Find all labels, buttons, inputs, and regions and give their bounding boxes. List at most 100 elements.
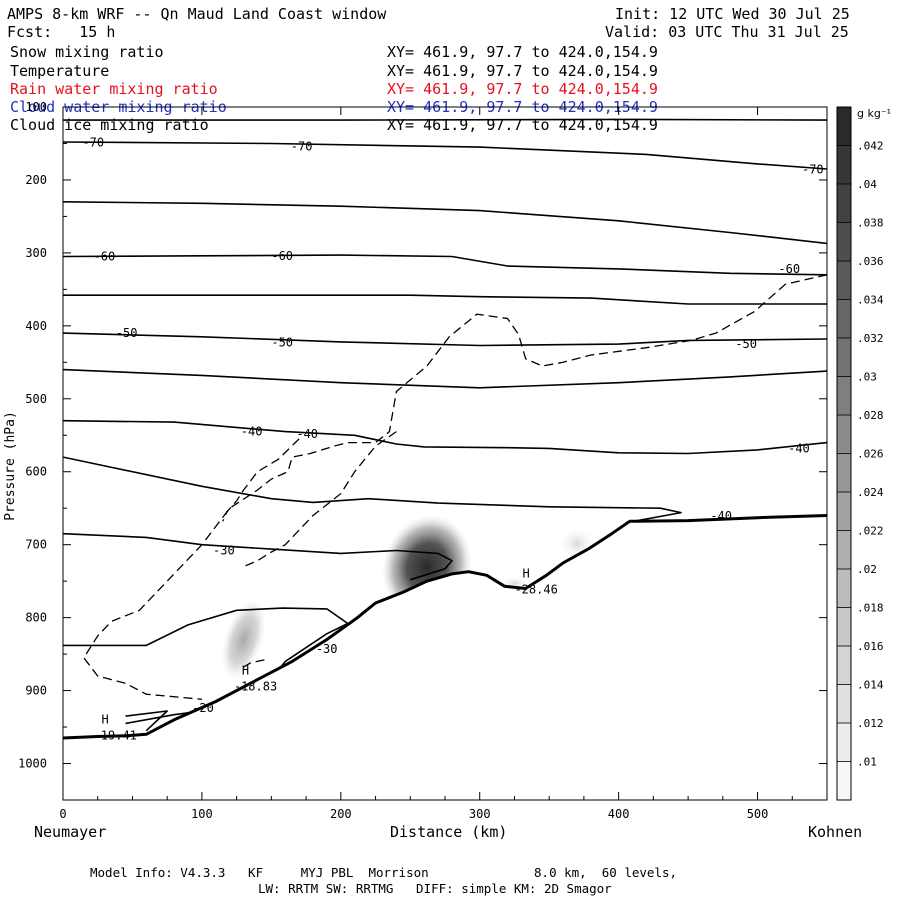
colorbar-label: .04 [857, 178, 877, 191]
model-info-line1: Model Info: V4.3.3 KF MYJ PBL Morrison 8… [90, 865, 677, 880]
colorbar-bin [837, 415, 851, 454]
colorbar-bin [837, 569, 851, 608]
field-name-cloud-ice: Cloud ice mixing ratio [10, 116, 209, 134]
x-tick-label: 400 [608, 807, 630, 821]
contour-label: -30 [316, 642, 338, 656]
colorbar-label: .012 [857, 717, 884, 730]
colorbar-label: .024 [857, 486, 884, 499]
max-marker-h: H [242, 664, 249, 678]
max-marker-value: -28.46 [514, 583, 557, 597]
left-endpoint-label: Neumayer [34, 823, 107, 841]
isotherm-10 [63, 607, 349, 681]
cloud-ice-contour-0 [83, 274, 827, 700]
colorbar-bin [837, 723, 851, 762]
colorbar-label: .042 [857, 140, 884, 153]
isotherm-6 [63, 368, 827, 389]
y-tick-label: 900 [25, 684, 47, 698]
y-tick-label: 1000 [18, 757, 47, 771]
colorbar-label: .01 [857, 756, 877, 769]
colorbar-bin [837, 107, 851, 146]
y-tick-label: 200 [25, 173, 47, 187]
x-axis-label: Distance (km) [390, 823, 508, 841]
contour-label: -70 [82, 136, 104, 150]
y-tick-label: 100 [25, 100, 47, 114]
colorbar-unit: g kg⁻¹ [857, 107, 891, 120]
colorbar-label: .022 [857, 525, 884, 538]
contour-label: -60 [94, 250, 116, 264]
colorbar-bin [837, 761, 851, 800]
colorbar-label: .038 [857, 217, 884, 230]
terrain-fill [63, 515, 827, 800]
field-name-rain: Rain water mixing ratio [10, 80, 218, 98]
colorbar-bin [837, 684, 851, 723]
colorbar-label: .028 [857, 409, 884, 422]
y-tick-label: 800 [25, 611, 47, 625]
isotherm-5 [63, 332, 827, 347]
forecast-hour: Fcst: 15 h [7, 23, 116, 41]
colorbar-bin [837, 145, 851, 184]
y-tick-label: 700 [25, 538, 47, 552]
colorbar-bin [837, 492, 851, 531]
isotherm-4 [63, 294, 827, 305]
right-endpoint-label: Kohnen [808, 823, 863, 841]
isotherm-3 [63, 254, 827, 276]
max-marker-h: H [522, 567, 529, 581]
colorbar-bin [837, 376, 851, 415]
contour-label: -40 [296, 427, 318, 441]
field-xy-temperature: XY= 461.9, 97.7 to 424.0,154.9 [387, 62, 658, 80]
colorbar-label: .03 [857, 371, 877, 384]
cloud-ice-contour-1 [243, 431, 397, 568]
colorbar-label: .016 [857, 640, 884, 653]
isotherm-1 [63, 141, 827, 170]
colorbar-bin [837, 646, 851, 685]
colorbar-label: .032 [857, 332, 884, 345]
contour-label: -40 [710, 509, 732, 523]
contour-label: -50 [735, 337, 757, 351]
colorbar-bin [837, 453, 851, 492]
y-tick-label: 600 [25, 465, 47, 479]
field-name-temperature: Temperature [10, 62, 110, 80]
valid-time: Valid: 03 UTC Thu 31 Jul 25 [605, 23, 849, 41]
field-name-snow: Snow mixing ratio [10, 43, 164, 61]
model-info-line2: LW: RRTM SW: RRTMG DIFF: simple KM: 2D S… [258, 881, 612, 896]
colorbar-bin [837, 222, 851, 261]
contour-label: -60 [271, 249, 293, 263]
contour-label: -50 [116, 326, 138, 340]
x-tick-label: 0 [59, 807, 66, 821]
max-marker-value: -19.41 [94, 728, 137, 742]
contour-label: -70 [291, 139, 313, 153]
field-xy-cloud-ice: XY= 461.9, 97.7 to 424.0,154.9 [387, 116, 658, 134]
contour-label: -60 [778, 262, 800, 276]
colorbar-bin [837, 338, 851, 377]
colorbar-label: .026 [857, 448, 884, 461]
colorbar-label: .036 [857, 255, 884, 268]
isotherm-7 [63, 419, 827, 455]
colorbar-label: .02 [857, 563, 877, 576]
max-marker-h: H [102, 712, 109, 726]
y-tick-label: 300 [25, 246, 47, 260]
colorbar-label: .018 [857, 602, 884, 615]
snow-shading-1 [220, 598, 267, 681]
field-xy-rain: XY= 461.9, 97.7 to 424.0,154.9 [387, 80, 658, 98]
max-marker-value: -18.83 [234, 680, 277, 694]
isotherm-0 [63, 118, 827, 121]
isotherm-9 [63, 532, 453, 581]
cloud-ice-contour-3 [240, 659, 265, 670]
init-time: Init: 12 UTC Wed 30 Jul 25 [615, 5, 850, 23]
colorbar-bin [837, 184, 851, 223]
y-axis-label: Pressure (hPa) [2, 411, 18, 521]
isotherm-8 [63, 456, 682, 524]
colorbar-bin [837, 607, 851, 646]
y-tick-label: 400 [25, 319, 47, 333]
x-tick-label: 200 [330, 807, 352, 821]
contour-label: -30 [213, 544, 235, 558]
contour-label: -40 [788, 441, 810, 455]
field-xy-snow: XY= 461.9, 97.7 to 424.0,154.9 [387, 43, 658, 61]
contour-label: -70 [802, 163, 824, 177]
x-tick-label: 500 [747, 807, 769, 821]
contour-label: -20 [192, 701, 214, 715]
contour-label: -50 [271, 336, 293, 350]
chart-title: AMPS 8-km WRF -- Qn Maud Land Coast wind… [7, 5, 387, 23]
colorbar-label: .034 [857, 294, 884, 307]
